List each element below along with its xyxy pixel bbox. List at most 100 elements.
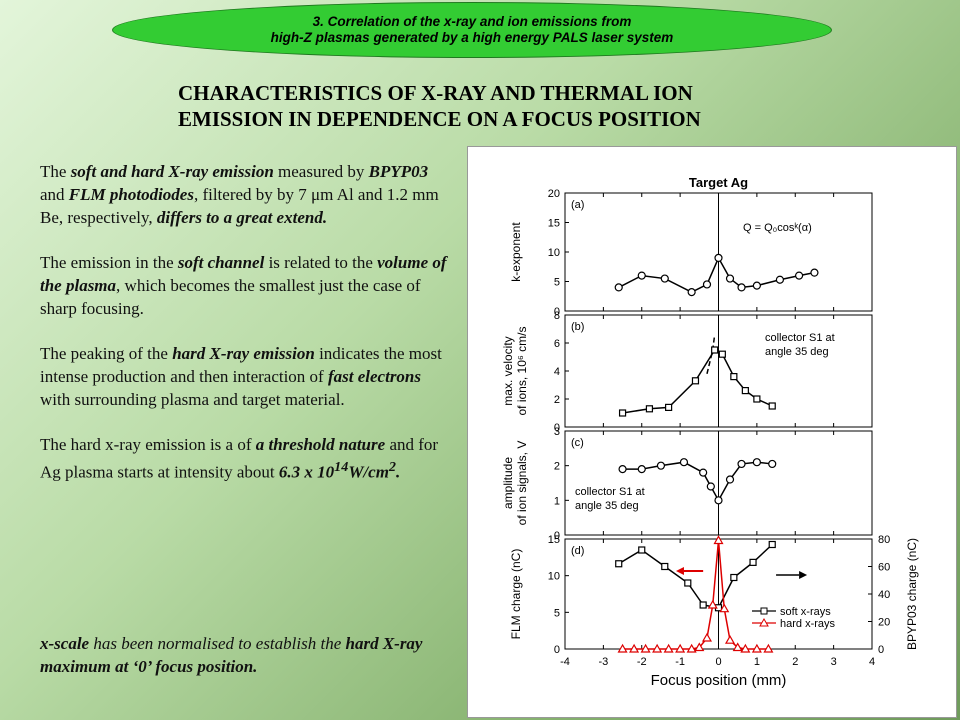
panel-3-ytick-label: 3 bbox=[554, 426, 560, 438]
x-tick-label: 3 bbox=[831, 656, 837, 668]
note-text-1: has been normalised to establish the bbox=[89, 634, 346, 653]
chart-title: Target Ag bbox=[689, 175, 748, 190]
panel-2-series-1-point bbox=[618, 409, 627, 417]
panel-2-series-1-point bbox=[718, 350, 726, 358]
panel-3-series-1-point bbox=[706, 482, 715, 491]
panel-4-series-hard-x-rays-point bbox=[629, 643, 640, 653]
p2-text-2: is related to the bbox=[264, 253, 378, 272]
panel-3-series-1-point bbox=[752, 458, 761, 467]
heading-line-1: CHARACTERISTICS OF X-RAY AND THERMAL ION bbox=[178, 81, 693, 105]
panel-1-series-1-line bbox=[618, 256, 815, 293]
panel-4-series-hard-x-rays-point bbox=[686, 643, 697, 653]
x-tick-label: -3 bbox=[598, 656, 608, 668]
panel-4-ytick-label: 15 bbox=[548, 534, 560, 546]
legend-label: soft x-rays bbox=[780, 606, 831, 618]
p4-text-1: The hard x-ray emission is a of bbox=[40, 435, 256, 454]
panel-1-annotation: Q = Q₀cosᵏ(α) bbox=[743, 222, 812, 234]
panel-1-series-1-point bbox=[752, 281, 761, 290]
panel-2-ylabel: max. velocity bbox=[501, 336, 515, 405]
p2-emph-2: volume of the plasma bbox=[40, 253, 447, 295]
x-tick-label: 2 bbox=[792, 656, 798, 668]
note-emph-2: hard X-ray maximum at ‘0’ focus position… bbox=[40, 634, 423, 676]
panel-4-series-soft-x-rays-point bbox=[661, 562, 669, 571]
panel-2-series-1-point bbox=[665, 403, 673, 411]
p3-emph-2: fast electrons bbox=[327, 367, 422, 386]
p1-text-4: , filtered by by 7 μm Al and 1.2 mm Be, … bbox=[40, 185, 439, 227]
panel-4-ytick-label: 0 bbox=[554, 644, 560, 656]
panel-1-ytick-label: 5 bbox=[554, 277, 560, 289]
panel-4-series-hard-x-rays-point bbox=[732, 642, 743, 652]
paragraph-threshold: The hard x-ray emission is a of a thresh… bbox=[40, 433, 452, 484]
panel-2-annotation-line: angle 35 deg bbox=[765, 346, 829, 358]
panel-4-y2tick-label: 80 bbox=[878, 534, 890, 546]
paragraph-hard-peaking: The peaking of the hard X-ray emission i… bbox=[40, 342, 452, 411]
x-axis-label: Focus position (mm) bbox=[651, 672, 787, 689]
panel-4-series-hard-x-rays-point bbox=[724, 634, 736, 644]
panel-1-series-1-point bbox=[714, 253, 723, 263]
panel-3-annotation-line: collector S1 at bbox=[575, 486, 645, 498]
panel-4-series-hard-x-rays-point bbox=[751, 643, 762, 653]
panel-1-series-1-point bbox=[810, 268, 819, 277]
panel-4-series-hard-x-rays-point bbox=[652, 643, 663, 653]
panel-2-series-1-point bbox=[741, 387, 749, 395]
panel-4-series-soft-x-rays-point bbox=[749, 558, 757, 566]
panel-1-series-1-point bbox=[614, 283, 623, 292]
p4-emph-1: a threshold nature bbox=[255, 435, 386, 454]
p4-emph-3: W/cm bbox=[348, 462, 389, 482]
p4-emph-2: 6.3 x 10 bbox=[278, 462, 335, 482]
soft-xray-arrowhead bbox=[799, 571, 808, 579]
panel-4-ytick-label: 5 bbox=[554, 607, 560, 619]
x-tick-label: -2 bbox=[637, 656, 647, 668]
panel-4-series-hard-x-rays-point bbox=[617, 643, 628, 653]
panel-4-series-soft-x-rays-point bbox=[615, 560, 623, 568]
panel-2-series-1-line bbox=[622, 349, 773, 414]
panel-2-series-1-point bbox=[753, 395, 761, 403]
panel-3-ylabel: of ion signals, V bbox=[515, 441, 529, 526]
panel-1-series-1-point bbox=[702, 280, 712, 289]
p3-text-2: indicates the most intense production an… bbox=[40, 344, 442, 386]
panel-3-series-1-point bbox=[768, 459, 777, 469]
panel-3-series-1-point bbox=[656, 461, 666, 470]
panel-4-series-soft-x-rays-point bbox=[768, 540, 776, 549]
panel-1-label: (a) bbox=[571, 199, 584, 211]
panel-4-y2tick-label: 0 bbox=[878, 644, 884, 656]
p1-text-1: The bbox=[40, 162, 71, 181]
p4-text-3: . bbox=[396, 462, 401, 482]
panel-1-series-1-point bbox=[637, 271, 646, 280]
legend-label: hard x-rays bbox=[780, 618, 836, 630]
banner-line-2: high-Z plasmas generated by a high energ… bbox=[270, 30, 674, 45]
panel-1-series-1-point bbox=[775, 275, 784, 284]
panel-1-ytick-label: 10 bbox=[548, 247, 560, 259]
panel-1-series-1-point bbox=[794, 271, 804, 280]
panel-2-series-1-point bbox=[711, 346, 719, 354]
normalisation-note: x-scale has been normalised to establish… bbox=[40, 632, 460, 678]
panel-4-series-hard-x-rays-point bbox=[713, 535, 724, 545]
panel-3-series-1-point bbox=[737, 459, 746, 469]
banner-line-1: 3. Correlation of the x-ray and ion emis… bbox=[312, 14, 632, 29]
p1-emph-3: FLM photodiodes bbox=[68, 185, 194, 204]
panel-4-series-soft-x-rays-point bbox=[730, 573, 738, 582]
body-text: The soft and hard X-ray emission measure… bbox=[40, 160, 452, 506]
panel-1-ytick-label: 0 bbox=[554, 306, 560, 318]
panel-4-y2tick-label: 20 bbox=[878, 617, 890, 629]
panel-4-series-hard-x-rays-point bbox=[675, 643, 686, 653]
p2-text-1: The emission in the bbox=[40, 253, 178, 272]
panel-4-ylabel: FLM charge (nC) bbox=[509, 549, 523, 640]
panel-4-series-hard-x-rays-point bbox=[663, 643, 674, 653]
panel-2-series-1-point bbox=[645, 405, 654, 413]
x-tick-label: -1 bbox=[675, 656, 685, 668]
p1-emph-1: soft and hard X-ray emission bbox=[70, 162, 274, 181]
panel-4-ytick-label: 10 bbox=[548, 571, 560, 583]
p4-exponent: 14 bbox=[334, 459, 349, 475]
panel-3-series-1-point bbox=[637, 465, 646, 474]
panel-3-series-1-point bbox=[679, 458, 689, 467]
p4-text-2: and for Ag plasma starts at intensity ab… bbox=[40, 435, 439, 482]
slide-heading: CHARACTERISTICS OF X-RAY AND THERMAL ION… bbox=[178, 80, 818, 132]
p1-emph-2: BPYP03 bbox=[368, 162, 429, 181]
panel-4-series-hard-x-rays-point bbox=[640, 643, 651, 653]
p3-emph-1: hard X-ray emission bbox=[172, 344, 315, 363]
panel-2-dashed-line bbox=[706, 334, 716, 374]
p4-exponent-2: 2 bbox=[388, 459, 396, 475]
panel-2-label: (b) bbox=[571, 321, 584, 333]
